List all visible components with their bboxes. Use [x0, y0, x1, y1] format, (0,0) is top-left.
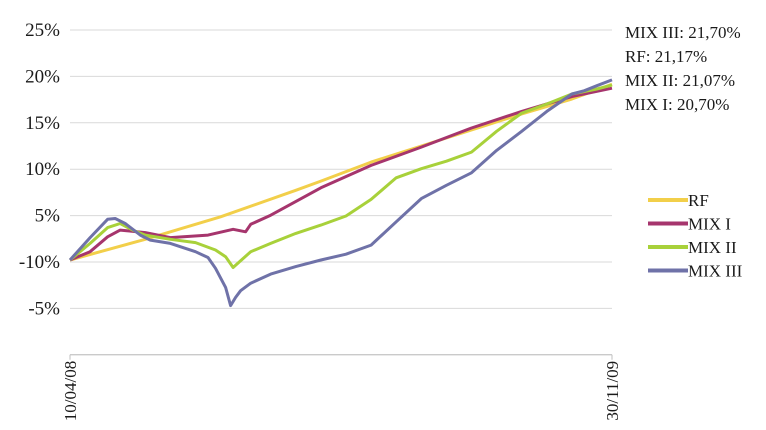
- y-tick-label: -10%: [19, 252, 60, 273]
- gridlines: [70, 29, 612, 356]
- legend-label: MIX III: [688, 262, 743, 281]
- y-tick-label: 15%: [25, 113, 60, 134]
- y-tick-label: -5%: [28, 298, 60, 319]
- y-tick-label: 5%: [35, 206, 61, 227]
- end-value-annotation: MIX II: 21,07%: [625, 71, 735, 90]
- end-value-annotation: RF: 21,17%: [625, 47, 707, 66]
- x-tick-label: 30/11/09: [603, 361, 622, 421]
- legend-label: RF: [688, 191, 709, 210]
- end-value-annotation: MIX I: 20,70%: [625, 95, 729, 114]
- end-value-annotation: MIX III: 21,70%: [625, 23, 741, 42]
- legend: RF MIX I MIX II MIX III: [648, 191, 743, 281]
- legend-label: MIX II: [688, 238, 737, 257]
- y-tick-label: 20%: [25, 66, 60, 87]
- legend-label: MIX I: [688, 215, 731, 234]
- series-lines: [68, 78, 613, 308]
- x-axis: 10/04/08 30/11/09: [61, 354, 622, 421]
- series-line-mix-iii: [68, 78, 613, 308]
- series-line-rf: [69, 82, 613, 262]
- y-axis: 25% 20% 15% 10% 5% -10% -5%: [19, 20, 60, 319]
- x-tick-label: 10/04/08: [61, 361, 80, 421]
- y-tick-label: 25%: [25, 20, 60, 41]
- series-line-mix-i: [69, 86, 613, 262]
- end-value-annotations: MIX III: 21,70% RF: 21,17% MIX II: 21,07% M…: [625, 23, 741, 114]
- y-tick-label: 10%: [25, 159, 60, 180]
